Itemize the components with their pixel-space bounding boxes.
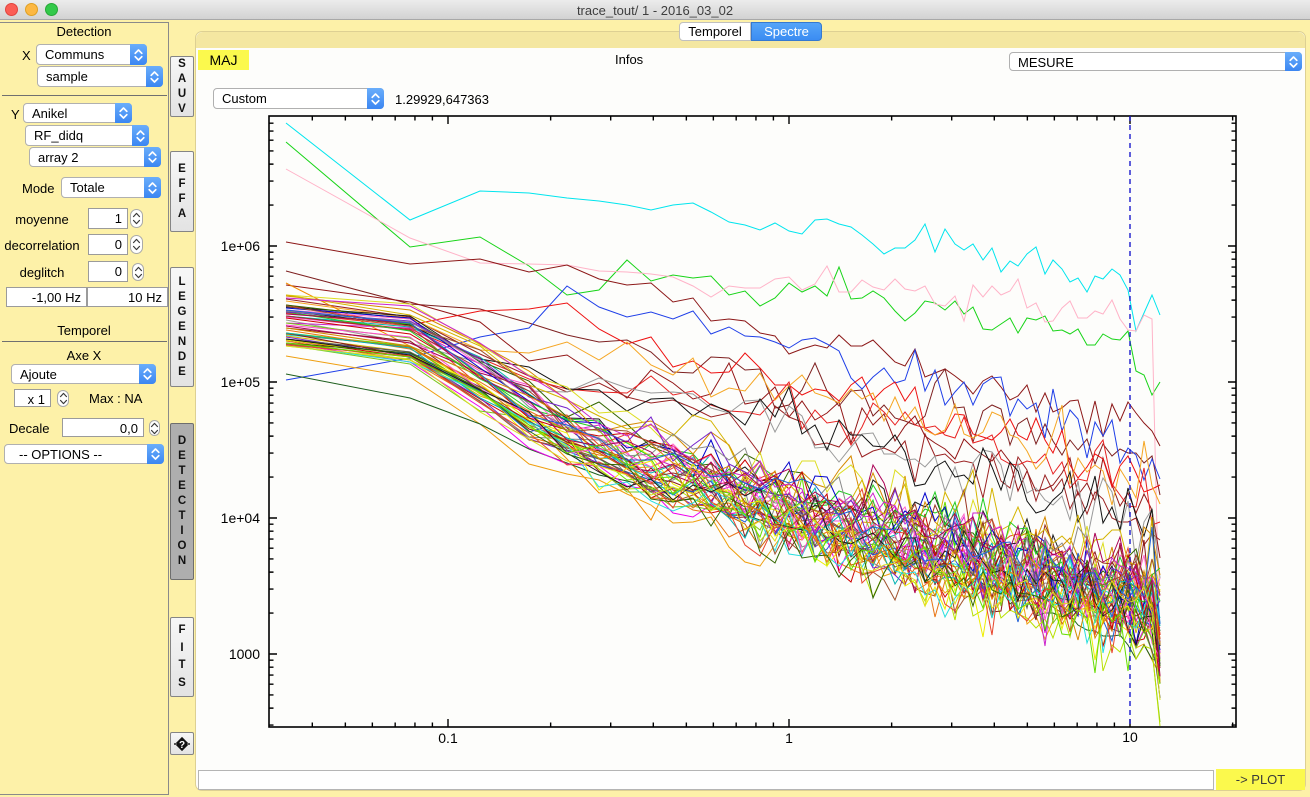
- svg-text:1e+05: 1e+05: [221, 374, 261, 390]
- svg-text:?: ?: [179, 740, 185, 751]
- svg-text:1000: 1000: [229, 646, 260, 662]
- svg-text:1e+04: 1e+04: [221, 510, 261, 526]
- svg-text:10: 10: [1122, 729, 1138, 745]
- svg-text:1e+06: 1e+06: [221, 238, 261, 254]
- svg-text:1: 1: [785, 730, 793, 746]
- svg-text:0.1: 0.1: [438, 730, 458, 746]
